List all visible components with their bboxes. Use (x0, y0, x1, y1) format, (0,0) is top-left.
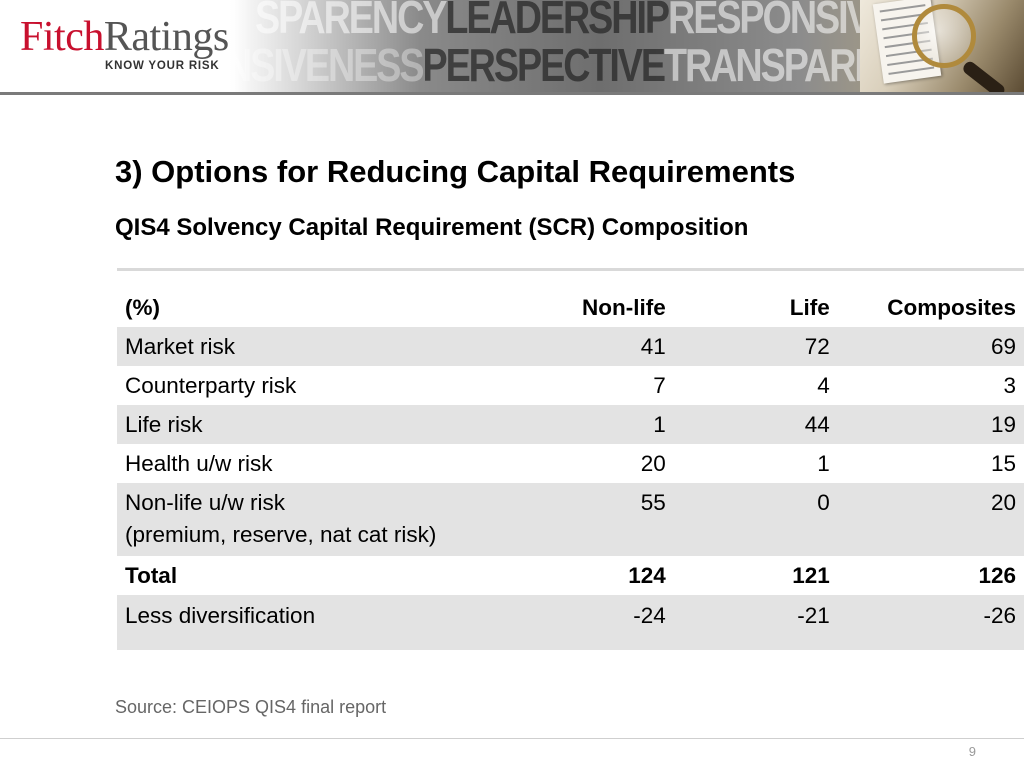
table-row: Less diversification -24 -21 -26 (117, 595, 1024, 650)
table-row: Life risk 1 44 19 (117, 405, 1024, 444)
cell-life: 4 (817, 372, 830, 398)
header-rule (0, 92, 1024, 95)
banner-row-2: NSIVENESSPERSPECTIVETRANSPARENCY (235, 42, 895, 88)
logo-area (0, 0, 250, 92)
cell-life: 121 (792, 562, 830, 588)
cell-life: 44 (673, 405, 838, 444)
cell-non-life: 20 (640, 450, 666, 476)
cell-composites: 3 (1003, 372, 1016, 398)
row-label-line2: (premium, reserve, nat cat risk) (125, 522, 437, 547)
cell-composites: 69 (837, 327, 1024, 366)
row-label: Market risk (117, 327, 528, 366)
row-label: Counterparty risk (125, 372, 297, 398)
cell-non-life: 7 (653, 372, 666, 398)
column-header: Life (789, 294, 830, 320)
column-header: (%) (125, 294, 160, 320)
magnifying-glass-icon (912, 4, 976, 68)
source-note: Source: CEIOPS QIS4 final report (115, 697, 387, 717)
logo-tagline: KNOW YOUR RISK (105, 60, 220, 72)
banner-row-1: SPARENCYLEADERSHIPRESPONSIVENESS (255, 0, 895, 40)
banner-word: PERSPECTIVE (422, 39, 666, 91)
table-header-row: (%) Non-life Life Composites (117, 288, 1024, 327)
logo-ratings-text: Ratings (103, 14, 229, 60)
page-title: 3) Options for Reducing Capital Requirem… (115, 154, 796, 189)
row-label: Total (125, 562, 178, 588)
cell-life: -21 (673, 595, 838, 650)
banner-word: NSIVENESS (235, 39, 425, 91)
footer-rule (0, 738, 1024, 739)
cell-life: 1 (817, 450, 830, 476)
cell-composites: 15 (990, 450, 1016, 476)
table-row: Health u/w risk 20 1 15 (117, 444, 1024, 483)
row-label: Life risk (117, 405, 528, 444)
row-label-line1: Non-life u/w risk (125, 490, 286, 515)
cell-composites: 20 (837, 483, 1024, 556)
banner-word: RESPONSIVENESS (668, 0, 895, 43)
cell-non-life: 41 (527, 327, 674, 366)
row-label: Health u/w risk (125, 450, 273, 476)
scr-composition-table: (%) Non-life Life Composites Market risk… (117, 288, 1024, 650)
table-row: Market risk 41 72 69 (117, 327, 1024, 366)
banner-word: LEADERSHIP (445, 0, 670, 43)
fitch-ratings-logo: FitchRatings (20, 14, 229, 60)
banner-word: TRANSPARENCY (664, 39, 895, 91)
table-row: Non-life u/w risk (premium, reserve, nat… (117, 483, 1024, 556)
row-label: Less diversification (117, 595, 528, 650)
title-divider (117, 268, 1024, 271)
cell-composites: -26 (837, 595, 1024, 650)
column-header: Non-life (582, 294, 666, 320)
banner-words: SPARENCYLEADERSHIPRESPONSIVENESS NSIVENE… (235, 0, 895, 92)
column-header: Composites (887, 294, 1016, 320)
table-row-total: Total 124 121 126 (117, 556, 1024, 595)
cell-composites: 19 (837, 405, 1024, 444)
cell-life: 0 (673, 483, 838, 556)
cell-life: 72 (673, 327, 838, 366)
logo-fitch-text: Fitch (20, 14, 104, 60)
cell-non-life: -24 (527, 595, 674, 650)
header-banner: FitchRatings KNOW YOUR RISK SPARENCYLEAD… (0, 0, 1024, 92)
row-label: Non-life u/w risk (premium, reserve, nat… (117, 483, 528, 556)
page-subtitle: QIS4 Solvency Capital Requirement (SCR) … (115, 214, 749, 241)
cell-non-life: 124 (628, 562, 666, 588)
page-number: 9 (968, 744, 976, 759)
cell-non-life: 55 (527, 483, 674, 556)
cell-composites: 126 (978, 562, 1016, 588)
cell-non-life: 1 (527, 405, 674, 444)
banner-word: SPARENCY (255, 0, 447, 43)
table-row: Counterparty risk 7 4 3 (117, 366, 1024, 405)
